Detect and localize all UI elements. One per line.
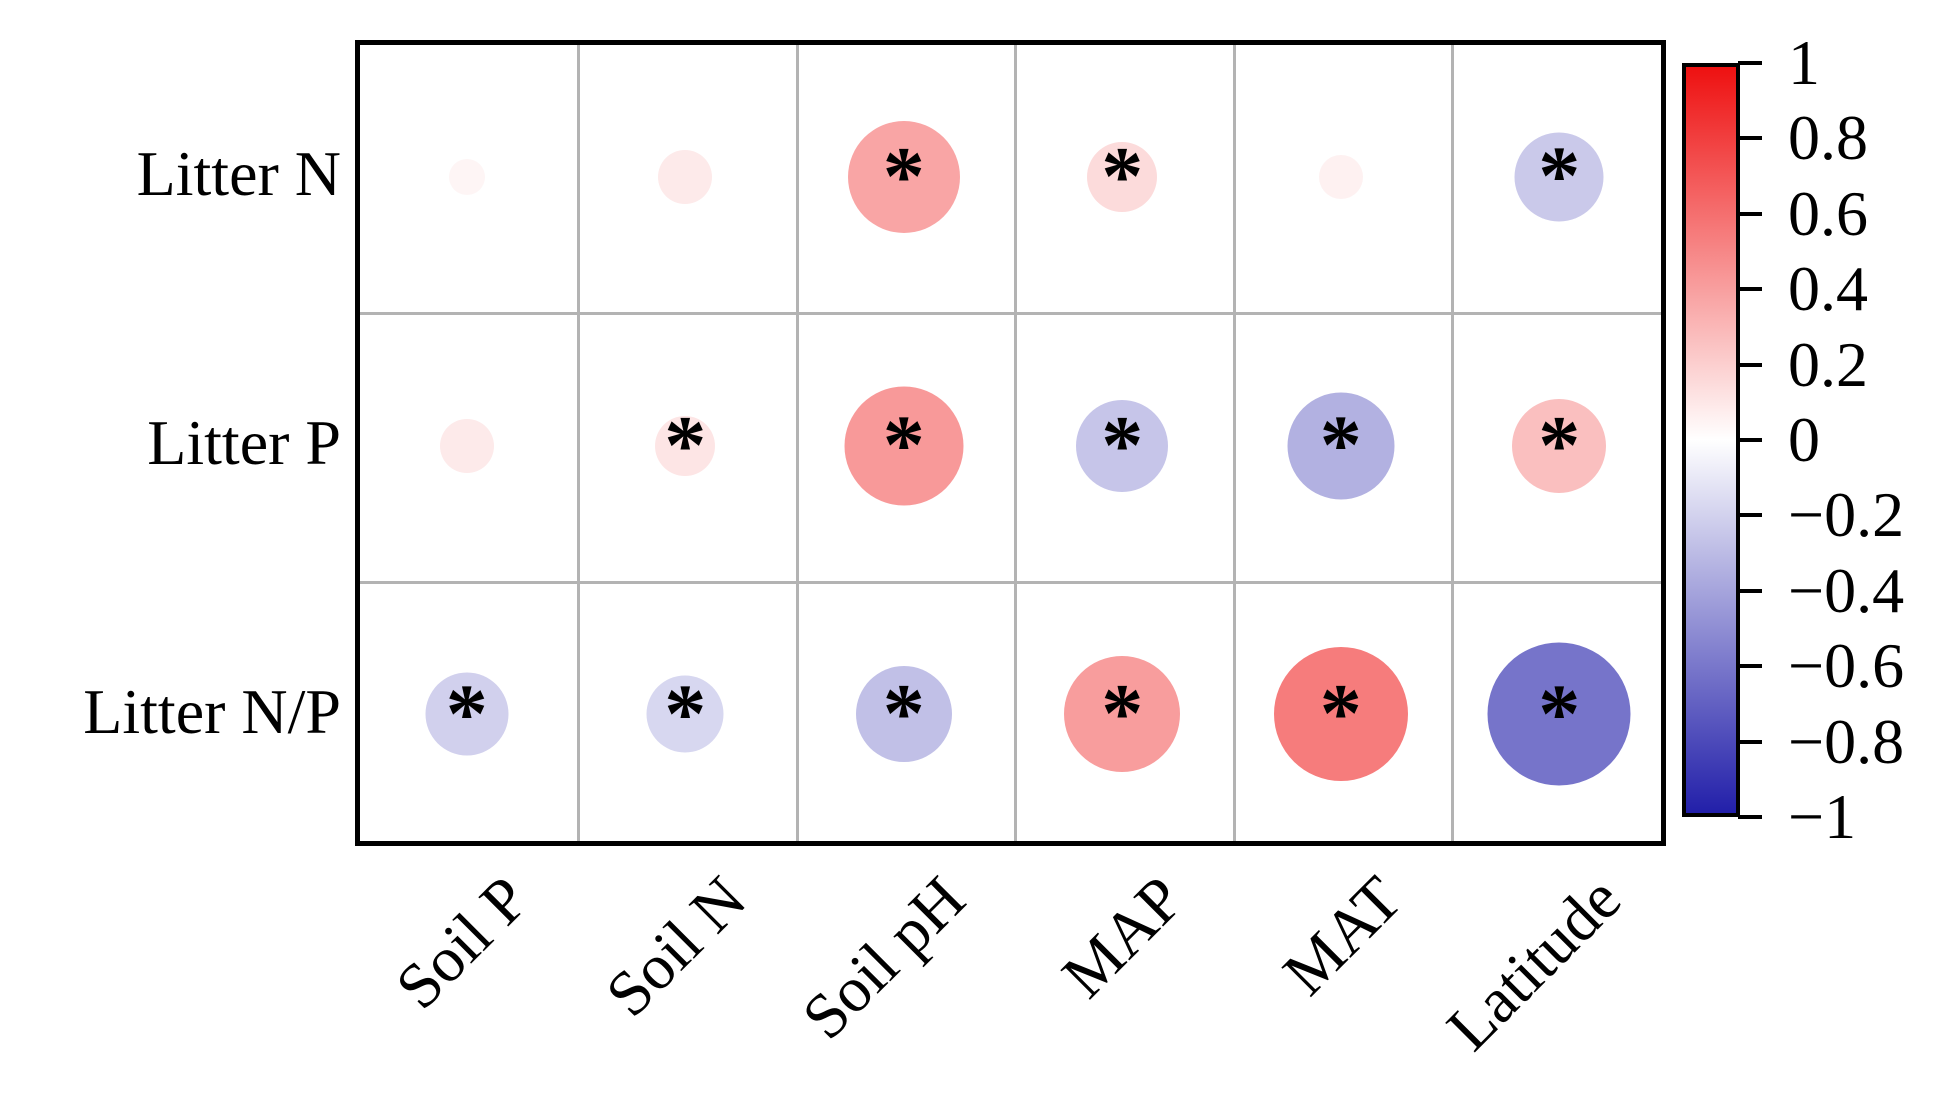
significance-marker: * [1319, 667, 1362, 761]
colorbar-tick [1738, 588, 1762, 593]
colorbar-tick [1738, 815, 1762, 819]
corr-circle-litter-p-latitude: * [1512, 398, 1607, 493]
significance-marker: * [882, 129, 925, 223]
significance-marker: * [664, 667, 707, 761]
colorbar-tick [1738, 739, 1762, 744]
vertical-gridline [1232, 45, 1236, 841]
colorbar [1682, 63, 1740, 817]
col-label-soil-p: Soil P [381, 862, 542, 1023]
significance-marker: * [1101, 667, 1144, 761]
row-label-litter-n: Litter N [136, 138, 341, 210]
significance-marker: * [664, 398, 707, 492]
corr-circle-litter-n-soil-ph: * [847, 120, 960, 233]
colorbar-tick-label: 1 [1788, 27, 1820, 98]
significance-marker: * [882, 398, 925, 492]
colorbar-tick [1738, 287, 1762, 292]
colorbar-tick-label: −0.4 [1788, 554, 1905, 626]
corr-circle-litter-n-p-map: * [1064, 656, 1181, 773]
vertical-gridline [1014, 45, 1017, 841]
significance-marker: * [1101, 398, 1144, 492]
significance-marker: * [1538, 129, 1581, 223]
corr-circle-litter-p-soil-n: * [655, 398, 716, 492]
colorbar-tick [1738, 136, 1762, 141]
row-label-litter-n-p: Litter N/P [83, 675, 341, 747]
corr-circle-litter-n-p-latitude: * [1487, 642, 1631, 786]
corr-circle-litter-n-p-soil-ph: * [855, 666, 952, 763]
colorbar-tick-label: 0.6 [1788, 177, 1868, 249]
corr-circle-litter-n-latitude: * [1514, 129, 1604, 223]
significance-marker: * [882, 667, 925, 761]
corr-circle-litter-p-soil-ph: * [844, 386, 964, 505]
colorbar-tick [1738, 211, 1762, 216]
corr-circle-litter-p-mat: * [1287, 392, 1395, 499]
corr-circle-litter-n-soil-p [448, 158, 485, 195]
col-label-soil-ph: Soil pH [788, 862, 979, 1053]
corr-circle-litter-n-mat [1318, 154, 1363, 199]
colorbar-tick-label: −1 [1788, 781, 1857, 852]
colorbar-tick [1738, 362, 1762, 367]
matrix-plot-area: * * * * * * * * * * * * * * [355, 40, 1666, 846]
colorbar-tick-label: −0.2 [1788, 479, 1905, 551]
col-label-mat: MAT [1269, 862, 1416, 1009]
row-label-litter-p: Litter P [147, 407, 341, 478]
significance-marker: * [445, 667, 488, 761]
significance-marker: * [1538, 667, 1581, 761]
colorbar-tick-label: 0.4 [1788, 253, 1868, 325]
col-label-map: MAP [1048, 862, 1197, 1012]
vertical-gridline [577, 45, 580, 841]
col-label-soil-n: Soil N [592, 862, 760, 1030]
corr-circle-litter-n-soil-n [658, 149, 713, 204]
significance-marker: * [1319, 398, 1362, 492]
colorbar-tick [1738, 664, 1762, 669]
colorbar-tick-label: 0.2 [1788, 328, 1868, 400]
vertical-gridline [795, 45, 799, 841]
colorbar-tick-label: −0.8 [1788, 705, 1905, 777]
corr-circle-litter-n-p-mat: * [1273, 647, 1408, 782]
vertical-gridline [1451, 45, 1454, 841]
colorbar-tick-label: −0.6 [1788, 630, 1905, 702]
corr-circle-litter-n-p-soil-n: * [646, 667, 724, 761]
corr-circle-litter-p-soil-p [439, 418, 494, 473]
corr-circle-litter-p-map: * [1076, 398, 1169, 492]
significance-marker: * [1101, 129, 1144, 223]
horizontal-gridline [360, 312, 1661, 316]
colorbar-tick [1738, 438, 1762, 442]
corr-circle-litter-n-map: * [1087, 129, 1158, 223]
horizontal-gridline [360, 580, 1661, 584]
colorbar-tick [1738, 513, 1762, 518]
significance-marker: * [1538, 398, 1581, 492]
corr-circle-litter-n-p-soil-p: * [425, 667, 509, 761]
col-label-latitude: Latitude [1432, 862, 1634, 1064]
colorbar-tick-label: 0 [1788, 404, 1820, 475]
colorbar-tick-label: 0.8 [1788, 102, 1868, 174]
colorbar-tick [1738, 61, 1762, 65]
